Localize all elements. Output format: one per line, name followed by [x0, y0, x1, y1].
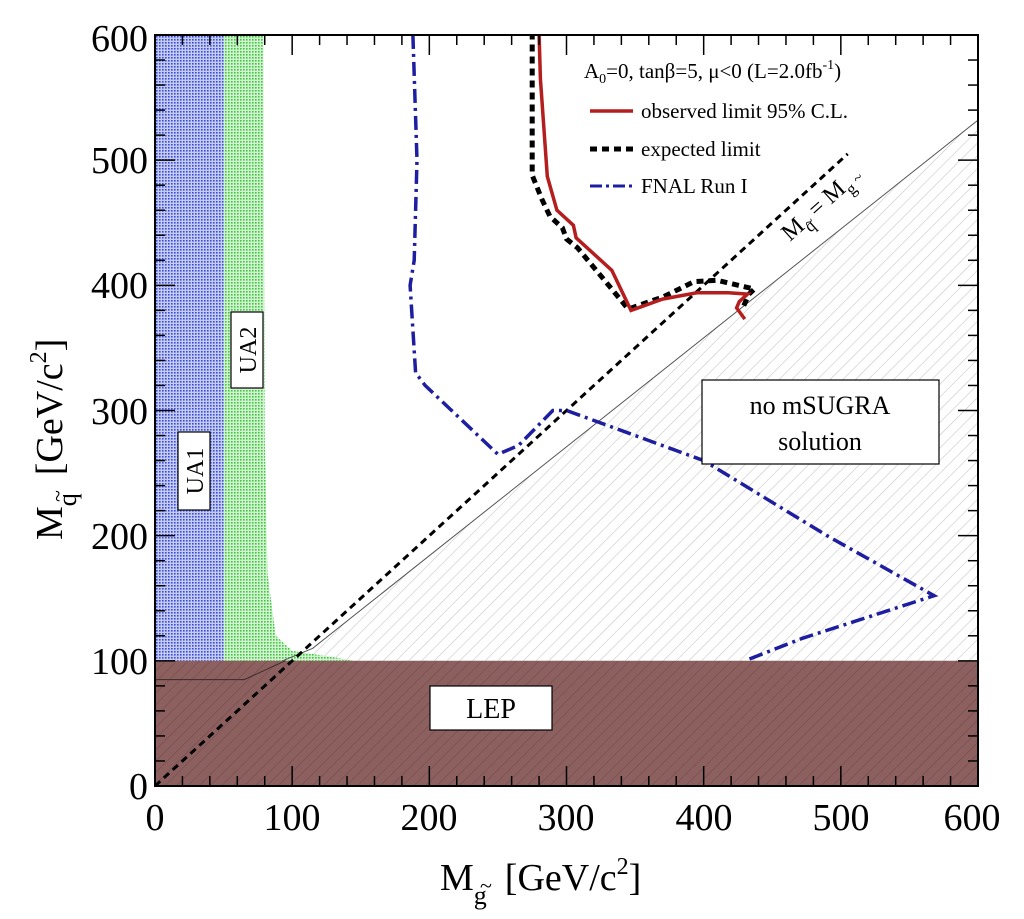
- svg-text:Mq[GeV/c2]: Mq [GeV/c2]: [26, 339, 82, 540]
- no-msugra-region: [237, 120, 978, 680]
- observed-limit-curve: [537, 35, 752, 321]
- y-tick-label: 200: [91, 516, 148, 558]
- y-axis-subscript: q: [53, 493, 82, 506]
- legend: A0=0, tanβ=5, μ<0 (L=2.0fb-1) observed l…: [584, 58, 848, 198]
- lep-label-text: LEP: [466, 694, 516, 725]
- y-tick-label: 500: [91, 140, 148, 182]
- x-axis-subscript: g: [474, 881, 487, 910]
- x-axis-title: Mg [GeV/c2] ~: [440, 854, 641, 910]
- y-axis-title: Mq [GeV/c2] ~: [26, 339, 82, 540]
- y-tick-label: 600: [91, 18, 148, 60]
- x-axis-symbol: M: [440, 857, 474, 899]
- x-tick-label: 300: [538, 797, 595, 839]
- x-axis-tilde: ~: [480, 873, 492, 898]
- ua2-label: UA2: [230, 311, 264, 389]
- ua1-region: [155, 35, 224, 661]
- x-tick-label: 0: [146, 797, 165, 839]
- lep-inner-boundary: [155, 660, 286, 681]
- y-axis-unit-close: ]: [29, 339, 71, 352]
- x-axis-unit-open: [GeV/c: [505, 857, 617, 899]
- x-tick-label: 200: [401, 797, 458, 839]
- no-msugra-label-line1: no mSUGRA: [750, 391, 891, 420]
- lep-label: LEP: [429, 685, 553, 731]
- x-tick-label: 600: [944, 797, 1001, 839]
- y-axis-unit-open: [GeV/c: [29, 363, 71, 475]
- x-tick-label: 400: [676, 797, 733, 839]
- x-tick-label: 100: [264, 797, 321, 839]
- y-tick-label: 400: [91, 265, 148, 307]
- x-axis-unit-close: ]: [629, 857, 642, 899]
- no-msugra-label: no mSUGRA solution: [701, 379, 940, 465]
- y-axis-unit-sup: 2: [26, 351, 52, 363]
- y-tick-label: 100: [91, 641, 148, 683]
- y-tick-label: 300: [91, 391, 148, 433]
- lep-region: [155, 660, 978, 786]
- plot-regions: [155, 35, 978, 786]
- mass-equality-line: [155, 152, 849, 786]
- expected-limit-curve: [529, 35, 760, 313]
- svg-text:Mg[GeV/c2]: Mg [GeV/c2]: [440, 854, 641, 910]
- ua1-label: UA1: [177, 431, 211, 511]
- x-tick-label: 500: [813, 797, 870, 839]
- legend-header: A0=0, tanβ=5, μ<0 (L=2.0fb-1): [584, 58, 841, 87]
- legend-expected-label: expected limit: [641, 137, 761, 161]
- ua1-label-text: UA1: [183, 448, 209, 495]
- axis-ticks: [154, 34, 979, 787]
- no-msugra-label-line2: solution: [778, 427, 862, 456]
- x-tick-labels: 0 100 200 300 400 500 600: [146, 797, 1001, 839]
- ua2-region: [223, 35, 354, 661]
- ua2-label-text: UA2: [236, 327, 262, 374]
- y-axis-symbol: M: [29, 506, 71, 540]
- legend-fnal-label: FNAL Run I: [641, 174, 748, 198]
- legend-observed-label: observed limit 95% C.L.: [641, 99, 848, 123]
- x-axis-unit-sup: 2: [617, 854, 629, 880]
- y-axis-tilde: ~: [45, 490, 70, 502]
- y-tick-label: 0: [129, 766, 148, 808]
- fnal-run1-curve: [408, 35, 939, 663]
- y-tick-labels: 0 100 200 300 400 500 600: [91, 18, 148, 808]
